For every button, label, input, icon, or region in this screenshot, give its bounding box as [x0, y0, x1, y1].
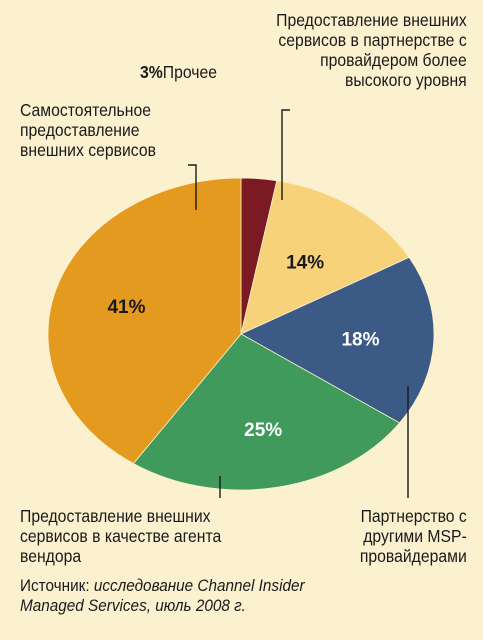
pie-slice-upper-provider-partnership [240, 180, 410, 335]
pie-value-label-vendor-agent: 25% [244, 420, 282, 441]
label-line: внешних сервисов [20, 140, 156, 160]
source-note: Источник: исследование Channel Insider M… [20, 576, 305, 616]
label-line: Предоставление внешних [20, 506, 211, 526]
leader-line-upper-provider-partnership [281, 109, 290, 200]
label-line: вендора [20, 546, 82, 566]
label-self-provision: Самостоятельное предоставление внешних с… [20, 100, 156, 160]
source-line-2: Managed Services, июль 2008 г. [20, 596, 246, 615]
pie-slice-self-provision [47, 177, 242, 465]
pie-slices [47, 177, 435, 491]
pie-value-label-self-provision: 41% [107, 297, 145, 318]
label-line: другими MSP- [363, 526, 467, 546]
label-line: предоставление [20, 120, 140, 140]
label-line: провайдерами [360, 546, 467, 566]
pie-slice-msp-partnership [240, 256, 435, 424]
pie-value-label-upper-provider-partnership: 14% [286, 253, 324, 274]
leader-line-self-provision [188, 164, 197, 210]
pie-value-label-msp-partnership: 18% [341, 330, 379, 351]
pie-value-labels: 14% 18% 25% 41% [107, 253, 379, 441]
label-line: Самостоятельное [20, 100, 151, 120]
source-prefix: Источник: [20, 576, 94, 595]
label-line: Предоставление внешних [276, 10, 467, 30]
label-msp-partnership: Партнерство с другими MSP- провайдерами [360, 506, 467, 566]
label-vendor-agent: Предоставление внешних сервисов в качест… [20, 506, 221, 566]
source-line-1: исследование Channel Insider [93, 576, 305, 595]
label-upper-provider-partnership: Предоставление внешних сервисов в партне… [276, 10, 467, 90]
label-other-name: Прочее [162, 62, 217, 82]
label-line: Партнерство с [360, 506, 467, 526]
pie-slice-vendor-agent [132, 333, 401, 491]
label-line: высокого уровня [345, 70, 467, 90]
label-other: 3%Прочее [140, 62, 217, 82]
label-line: сервисов в партнерстве с [278, 30, 467, 50]
label-line: провайдером более [320, 50, 467, 70]
label-line: сервисов в качестве агента [20, 526, 222, 546]
label-other-pct: 3% [140, 62, 163, 82]
leader-lines [188, 109, 409, 498]
